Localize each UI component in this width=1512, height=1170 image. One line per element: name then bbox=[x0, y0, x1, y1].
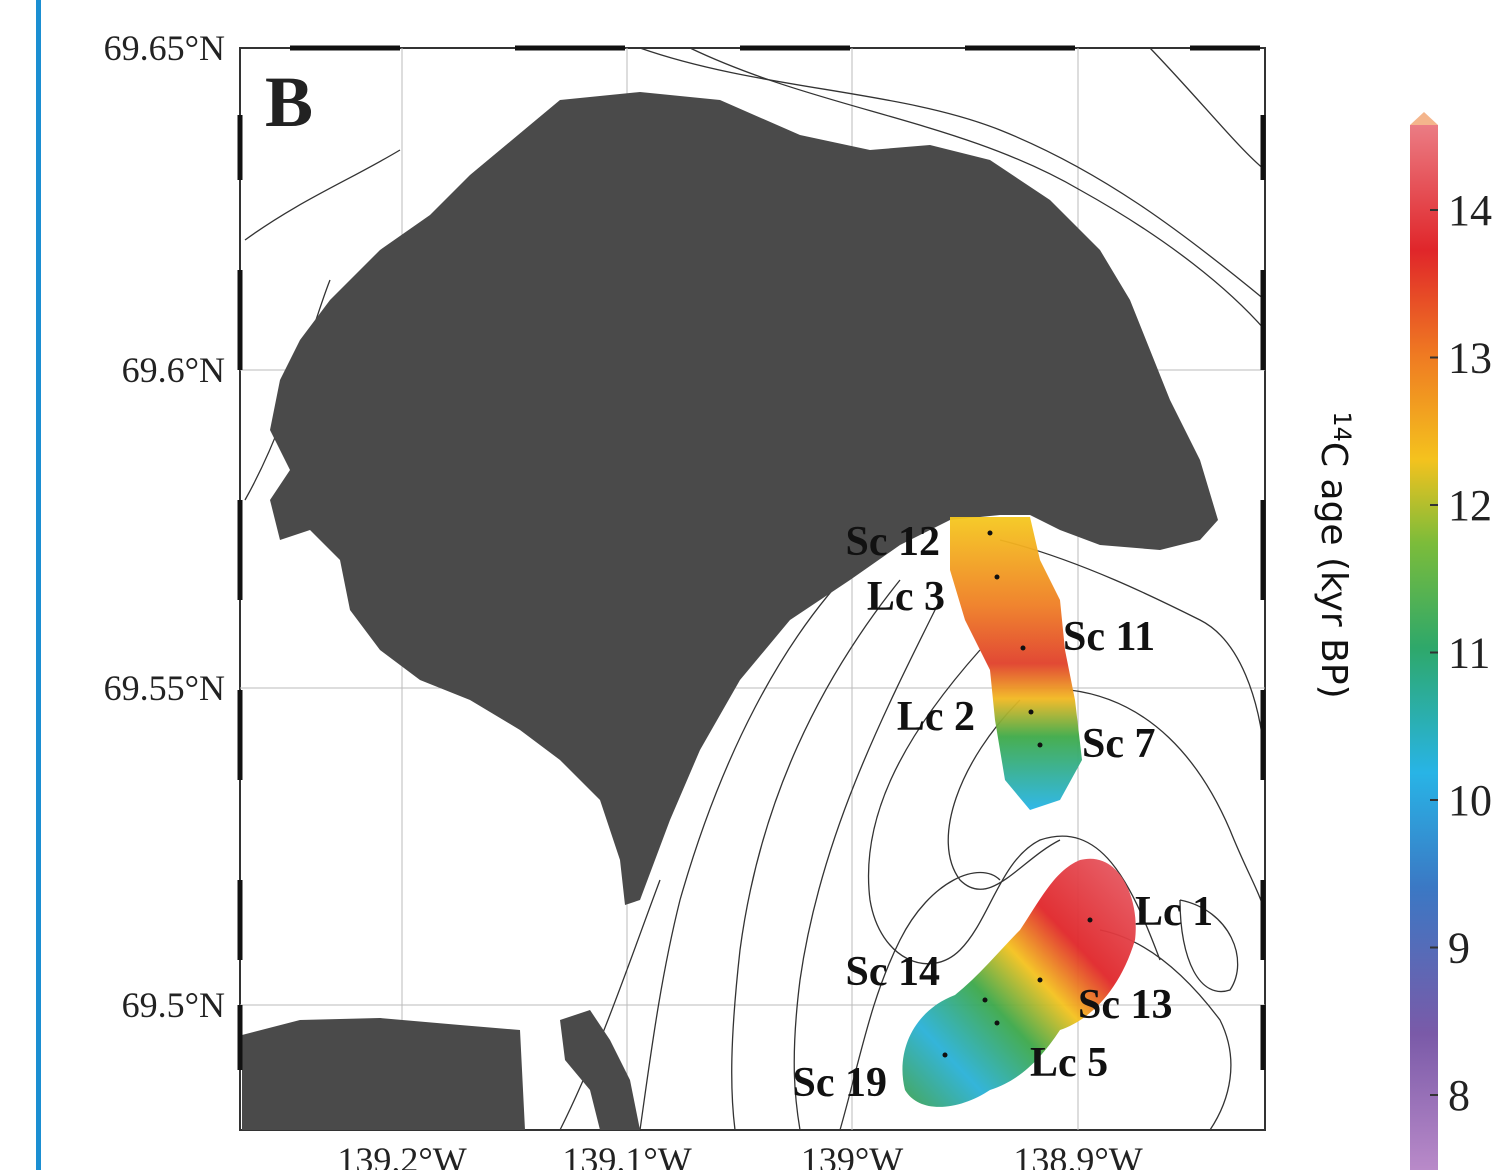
colorbar-extension bbox=[1410, 112, 1438, 125]
age-field bbox=[902, 858, 1136, 1107]
longitude-label: 139°W bbox=[801, 1140, 903, 1170]
station-label: Sc 11 bbox=[1063, 614, 1155, 660]
colorbar-tick-label: 9 bbox=[1448, 924, 1470, 973]
station-label: Sc 19 bbox=[793, 1060, 888, 1106]
longitude-label: 138.9°W bbox=[1013, 1140, 1142, 1170]
latitude-label: 69.65°N bbox=[104, 28, 225, 68]
station-label: Lc 2 bbox=[897, 694, 975, 740]
latitude-label: 69.55°N bbox=[104, 668, 225, 708]
land bbox=[242, 92, 1218, 1130]
station-label: Sc 14 bbox=[846, 949, 941, 995]
station-dot bbox=[942, 1052, 948, 1058]
colorbar-tick-label: 8 bbox=[1448, 1071, 1470, 1120]
station-dot bbox=[982, 997, 988, 1003]
superscript: 14 bbox=[1328, 411, 1356, 442]
side-bar bbox=[36, 0, 41, 1170]
station-label: Sc 13 bbox=[1078, 982, 1173, 1028]
colorbar-tick-label: 11 bbox=[1448, 629, 1490, 678]
colorbar-tick-label: 13 bbox=[1448, 334, 1492, 383]
station-label: Lc 5 bbox=[1030, 1040, 1108, 1086]
station-dot bbox=[994, 1020, 1000, 1026]
station-label: Sc 7 bbox=[1082, 721, 1156, 767]
station-dot bbox=[994, 574, 1000, 580]
colorbar-tick-label: 10 bbox=[1448, 776, 1492, 825]
latitude-label: 69.6°N bbox=[122, 350, 225, 390]
colorbar-tick-label: 12 bbox=[1448, 481, 1492, 530]
station-label: Lc 3 bbox=[867, 574, 945, 620]
station-dot bbox=[1020, 645, 1026, 651]
station-dot bbox=[987, 530, 993, 536]
bathymetry-contours bbox=[244, 47, 1266, 1131]
station-dot bbox=[1037, 977, 1043, 983]
latitude-label: 69.5°N bbox=[122, 985, 225, 1025]
longitude-label: 139.2°W bbox=[337, 1140, 466, 1170]
station-label: Lc 1 bbox=[1135, 889, 1213, 935]
station-dot bbox=[1087, 917, 1093, 923]
station-dot bbox=[1037, 742, 1043, 748]
frame-ticks bbox=[237, 45, 1266, 1070]
label-text: C age (kyr BP) bbox=[1313, 442, 1354, 699]
colorbar-tick-label: 14 bbox=[1448, 186, 1492, 235]
panel-label: B bbox=[265, 62, 313, 142]
colorbar-label: 14C age (kyr BP) bbox=[1313, 411, 1356, 698]
age-field bbox=[950, 517, 1082, 810]
station-dot bbox=[1028, 709, 1034, 715]
colorbar bbox=[1410, 125, 1438, 1170]
station-label: Sc 12 bbox=[846, 519, 941, 565]
longitude-label: 139.1°W bbox=[562, 1140, 691, 1170]
